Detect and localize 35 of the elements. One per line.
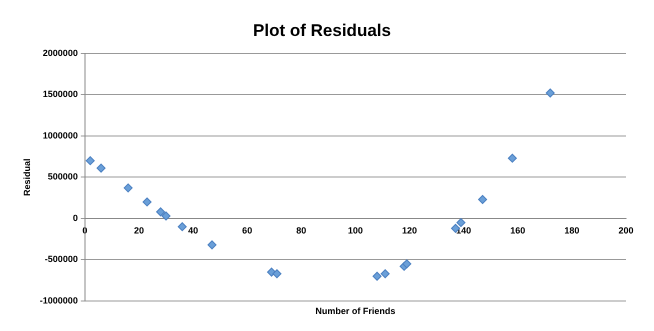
y-tick-label: 2000000 <box>42 48 78 58</box>
x-tick-label: 200 <box>618 225 634 236</box>
point <box>478 194 488 204</box>
point <box>124 183 133 192</box>
y-tick-label: 1500000 <box>42 89 78 100</box>
point <box>380 269 390 278</box>
y-tick-label: 1000000 <box>42 130 78 140</box>
x-tick-label: 160 <box>510 225 526 236</box>
point <box>156 207 166 216</box>
x-tick-label: 40 <box>188 225 198 236</box>
point <box>272 269 282 278</box>
x-tick-label: 100 <box>348 225 363 236</box>
point <box>208 240 217 250</box>
point <box>86 156 95 166</box>
y-tick-label: -1000000 <box>40 295 78 306</box>
x-axis-title: Number of Friends <box>315 306 396 316</box>
y-axis-title: Residual <box>22 158 32 196</box>
y-tick-label: 0 <box>72 212 78 223</box>
point <box>178 222 187 232</box>
chart-title: Plot of Residuals <box>253 20 391 40</box>
x-tick-label: 80 <box>296 225 306 236</box>
point <box>96 164 106 173</box>
x-tick-label: 180 <box>564 225 580 236</box>
point <box>402 259 412 268</box>
x-tick-label: 60 <box>242 225 252 236</box>
x-tick-label: 120 <box>402 225 418 236</box>
point <box>456 218 466 228</box>
y-tick-label: -500000 <box>44 254 78 264</box>
x-tick-label: 20 <box>134 225 144 236</box>
point <box>162 211 171 220</box>
point <box>142 197 152 206</box>
y-tick-label: 500000 <box>48 172 78 182</box>
point <box>372 272 382 281</box>
point <box>546 88 555 98</box>
point <box>508 154 517 163</box>
